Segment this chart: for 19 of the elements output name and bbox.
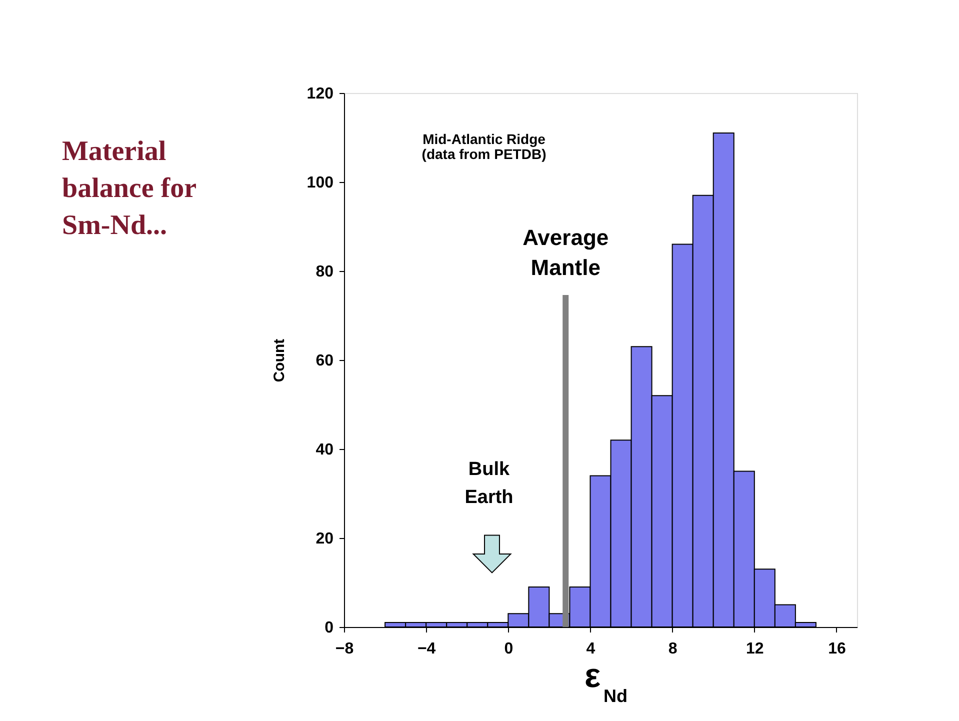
text: Material balance for Sm-Nd...: [62, 136, 197, 241]
x-tick-label: −4: [417, 640, 436, 658]
x-tick-label: 4: [586, 640, 596, 658]
x-tick-label: 0: [504, 640, 514, 658]
x-tick-label: 8: [668, 640, 678, 658]
y-tick-label: 0: [324, 620, 334, 636]
x-tick-label: 12: [746, 640, 764, 658]
ref-line-label: Average Mantle: [522, 225, 609, 280]
x-tick-label: −8: [335, 640, 354, 658]
y-tick-label: 40: [316, 442, 334, 458]
y-tick-label: 60: [316, 352, 334, 370]
y-tick-label: 100: [306, 174, 334, 192]
annotation: Mid-Atlantic Ridge (data from PETDB): [422, 131, 546, 162]
annotation: Bulk Earth: [464, 459, 514, 508]
y-tick-label: 80: [316, 264, 334, 280]
y-axis-title: Count: [270, 338, 288, 382]
y-tick-label: 20: [316, 530, 334, 548]
x-tick-label: 16: [828, 640, 846, 658]
y-tick-label: 120: [306, 86, 334, 102]
